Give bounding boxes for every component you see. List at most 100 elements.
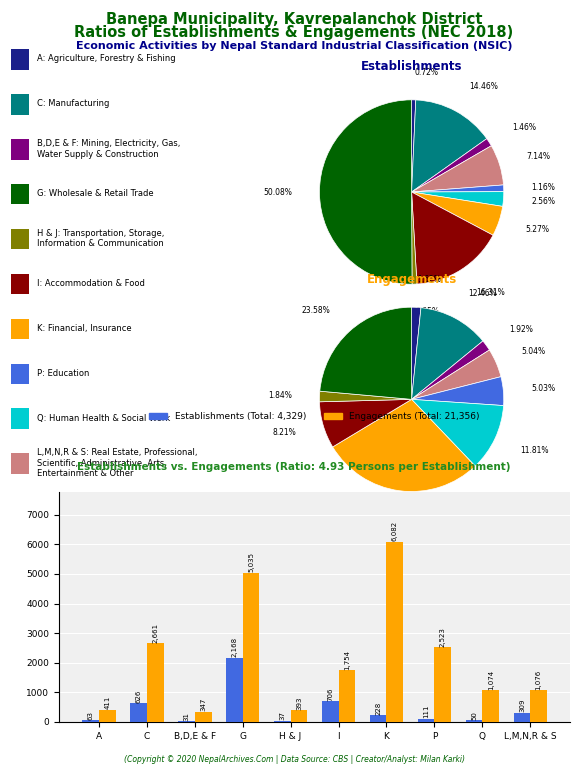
Text: Establishments: Establishments xyxy=(361,60,462,73)
Wedge shape xyxy=(333,399,475,492)
FancyBboxPatch shape xyxy=(11,94,29,114)
Wedge shape xyxy=(319,100,412,284)
Wedge shape xyxy=(412,192,503,235)
Bar xyxy=(322,701,339,722)
Text: 28.48%: 28.48% xyxy=(367,514,396,522)
Bar xyxy=(147,643,163,722)
Text: 5,035: 5,035 xyxy=(248,552,254,572)
FancyBboxPatch shape xyxy=(11,139,29,160)
Text: (Copyright © 2020 NepalArchives.Com | Data Source: CBS | Creator/Analyst: Milan : (Copyright © 2020 NepalArchives.Com | Da… xyxy=(123,755,465,764)
Text: 5.27%: 5.27% xyxy=(525,226,549,234)
Text: 1,076: 1,076 xyxy=(536,670,542,690)
Text: 411: 411 xyxy=(104,696,110,710)
FancyBboxPatch shape xyxy=(11,273,29,294)
Text: 11.81%: 11.81% xyxy=(520,445,549,455)
FancyBboxPatch shape xyxy=(11,184,29,204)
Wedge shape xyxy=(412,185,504,192)
Text: Ratios of Establishments & Engagements (NEC 2018): Ratios of Establishments & Engagements (… xyxy=(74,25,514,41)
FancyBboxPatch shape xyxy=(11,319,29,339)
Bar xyxy=(82,720,99,722)
Text: 7.14%: 7.14% xyxy=(526,152,550,161)
Bar xyxy=(339,670,355,722)
Text: I: Accommodation & Food: I: Accommodation & Food xyxy=(37,279,145,288)
Text: 50: 50 xyxy=(471,711,477,720)
FancyBboxPatch shape xyxy=(11,229,29,250)
Bar xyxy=(370,715,386,722)
Bar xyxy=(226,657,243,722)
Wedge shape xyxy=(412,376,504,406)
Bar xyxy=(243,573,259,722)
Text: Economic Activities by Nepal Standard Industrial Classification (NSIC): Economic Activities by Nepal Standard In… xyxy=(76,41,512,51)
Text: C: Manufacturing: C: Manufacturing xyxy=(37,99,109,108)
Text: P: Education: P: Education xyxy=(37,369,89,378)
Text: Engagements: Engagements xyxy=(366,273,457,286)
Bar xyxy=(195,712,212,722)
Bar xyxy=(482,690,499,722)
Bar xyxy=(386,542,403,722)
Text: G: Wholesale & Retail Trade: G: Wholesale & Retail Trade xyxy=(37,189,153,198)
Wedge shape xyxy=(412,341,489,399)
Text: L,M,N,R & S: Real Estate, Professional,
Scientific, Administrative, Arts,
Entert: L,M,N,R & S: Real Estate, Professional, … xyxy=(37,449,198,478)
Text: 37: 37 xyxy=(279,711,285,720)
Wedge shape xyxy=(412,192,504,207)
Text: 31: 31 xyxy=(183,712,189,720)
Text: 1.46%: 1.46% xyxy=(512,123,536,132)
Text: 1.62%: 1.62% xyxy=(417,275,442,284)
Bar xyxy=(417,719,435,722)
Bar xyxy=(274,721,290,722)
Wedge shape xyxy=(412,399,503,466)
Text: 50.08%: 50.08% xyxy=(263,188,292,197)
Wedge shape xyxy=(319,399,412,447)
Bar xyxy=(530,690,547,722)
Text: 2,168: 2,168 xyxy=(231,637,238,657)
Wedge shape xyxy=(319,391,412,402)
Text: 14.46%: 14.46% xyxy=(469,82,498,91)
Text: 347: 347 xyxy=(200,698,206,711)
Text: 0.85%: 0.85% xyxy=(415,307,439,316)
Text: Establishments vs. Engagements (Ratio: 4.93 Persons per Establishment): Establishments vs. Engagements (Ratio: 4… xyxy=(77,462,511,472)
Bar xyxy=(99,710,116,722)
Text: 12.46%: 12.46% xyxy=(468,290,497,298)
Text: 2,523: 2,523 xyxy=(440,627,446,647)
Text: 0.72%: 0.72% xyxy=(415,68,438,77)
Text: K: Financial, Insurance: K: Financial, Insurance xyxy=(37,324,132,333)
Text: 8.21%: 8.21% xyxy=(273,429,296,438)
Text: 23.58%: 23.58% xyxy=(302,306,330,316)
Text: 626: 626 xyxy=(135,690,141,703)
Bar xyxy=(513,713,530,722)
FancyBboxPatch shape xyxy=(11,363,29,384)
Wedge shape xyxy=(412,350,501,399)
Text: 5.03%: 5.03% xyxy=(531,384,555,393)
Text: 309: 309 xyxy=(519,699,525,713)
Text: Q: Human Health & Social Work: Q: Human Health & Social Work xyxy=(37,414,170,423)
FancyBboxPatch shape xyxy=(11,49,29,70)
Text: 1.92%: 1.92% xyxy=(509,325,533,333)
Text: 1.84%: 1.84% xyxy=(268,391,292,400)
Wedge shape xyxy=(412,308,483,399)
Wedge shape xyxy=(412,192,417,284)
Text: 5.04%: 5.04% xyxy=(522,347,546,356)
Wedge shape xyxy=(412,100,416,192)
FancyBboxPatch shape xyxy=(11,453,29,474)
Text: H & J: Transportation, Storage,
Information & Communication: H & J: Transportation, Storage, Informat… xyxy=(37,229,164,248)
Wedge shape xyxy=(412,100,487,192)
Wedge shape xyxy=(412,139,492,192)
Text: 2.56%: 2.56% xyxy=(531,197,555,206)
Text: B,D,E & F: Mining, Electricity, Gas,
Water Supply & Construction: B,D,E & F: Mining, Electricity, Gas, Wat… xyxy=(37,139,181,158)
Wedge shape xyxy=(412,146,503,192)
Wedge shape xyxy=(320,307,412,399)
Text: 63: 63 xyxy=(88,710,93,720)
Text: 111: 111 xyxy=(423,705,429,718)
Wedge shape xyxy=(412,307,421,399)
Text: 228: 228 xyxy=(375,701,381,715)
Text: 2,661: 2,661 xyxy=(152,623,158,643)
Bar xyxy=(435,647,451,722)
Text: 706: 706 xyxy=(327,687,333,700)
Wedge shape xyxy=(412,192,493,284)
Bar xyxy=(466,720,482,722)
Text: 6,082: 6,082 xyxy=(392,521,398,541)
Text: 1,074: 1,074 xyxy=(488,670,494,690)
FancyBboxPatch shape xyxy=(11,409,29,429)
Text: 16.31%: 16.31% xyxy=(476,288,505,297)
Bar xyxy=(130,703,147,722)
